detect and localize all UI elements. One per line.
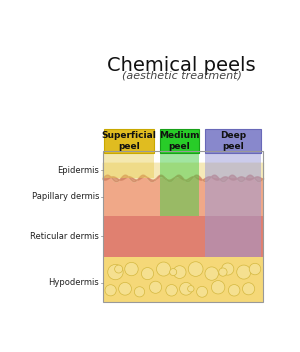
Ellipse shape (228, 284, 240, 296)
Ellipse shape (173, 266, 186, 278)
Bar (104, 129, 154, 153)
Ellipse shape (180, 282, 192, 295)
Ellipse shape (219, 268, 227, 276)
Bar (160, 129, 199, 153)
Bar (103, 178, 263, 216)
Bar (103, 163, 263, 178)
Ellipse shape (188, 262, 203, 276)
Ellipse shape (134, 287, 145, 297)
Ellipse shape (237, 265, 251, 279)
Text: Deep
peel: Deep peel (220, 131, 246, 151)
Text: Reticular dermis: Reticular dermis (30, 232, 99, 241)
Ellipse shape (222, 263, 234, 275)
Text: (aesthetic treatment): (aesthetic treatment) (122, 71, 242, 81)
Ellipse shape (166, 284, 177, 296)
Ellipse shape (242, 283, 255, 295)
Bar (205, 129, 261, 153)
Ellipse shape (125, 262, 138, 276)
Ellipse shape (205, 267, 218, 280)
Ellipse shape (115, 265, 123, 273)
Text: Medium
peel: Medium peel (159, 131, 200, 151)
Bar (160, 151, 199, 216)
Text: Hypodermis: Hypodermis (48, 278, 99, 287)
Text: Superficial
peel: Superficial peel (102, 131, 157, 151)
Ellipse shape (108, 264, 123, 280)
Ellipse shape (249, 263, 261, 275)
Ellipse shape (196, 287, 208, 297)
Ellipse shape (118, 282, 131, 295)
Ellipse shape (149, 281, 162, 293)
Ellipse shape (212, 281, 225, 294)
Ellipse shape (105, 285, 116, 296)
Bar (103, 151, 263, 302)
Bar (104, 151, 154, 178)
Bar (103, 257, 263, 302)
Text: Papillary dermis: Papillary dermis (32, 193, 99, 201)
Text: Chemical peels: Chemical peels (107, 56, 256, 75)
Text: Epidermis: Epidermis (57, 166, 99, 175)
Ellipse shape (157, 262, 171, 276)
Ellipse shape (141, 268, 154, 279)
Bar (103, 216, 263, 257)
Ellipse shape (170, 269, 177, 276)
Ellipse shape (188, 285, 194, 292)
Bar (205, 151, 261, 257)
